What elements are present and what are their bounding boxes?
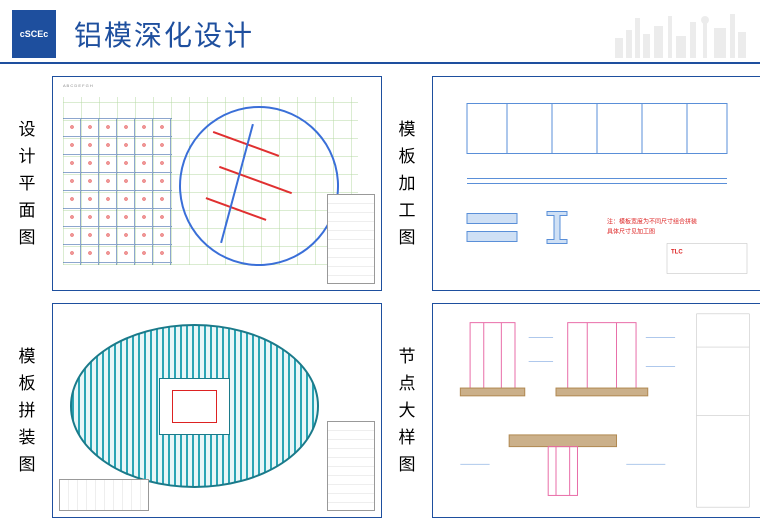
panel-design-plan: A B C D E F G H xyxy=(52,76,382,291)
header-divider xyxy=(0,62,760,64)
panel-fabrication: 注：模板宽度为不同尺寸组合拼装 具体尺寸见加工图 TLC xyxy=(432,76,760,291)
skyline-decoration xyxy=(610,8,750,58)
panel-grid: 设 计 平 面 图 A B C D E F G H 模 板 加 工 图 xyxy=(0,72,760,522)
svg-text:具体尺寸见加工图: 具体尺寸见加工图 xyxy=(607,228,655,236)
label-fabrication: 模 板 加 工 图 xyxy=(388,76,426,291)
panel-assembly xyxy=(52,303,382,518)
panel-node-detail xyxy=(432,303,760,518)
page-title: 铝模深化设计 xyxy=(74,14,254,54)
company-logo: cSCEc xyxy=(12,10,56,58)
svg-text:TLC: TLC xyxy=(671,250,683,256)
svg-text:注：模板宽度为不同尺寸组合拼装: 注：模板宽度为不同尺寸组合拼装 xyxy=(607,218,697,226)
label-assembly: 模 板 拼 装 图 xyxy=(8,303,46,518)
label-node-detail: 节 点 大 样 图 xyxy=(388,303,426,518)
label-design-plan: 设 计 平 面 图 xyxy=(8,76,46,291)
